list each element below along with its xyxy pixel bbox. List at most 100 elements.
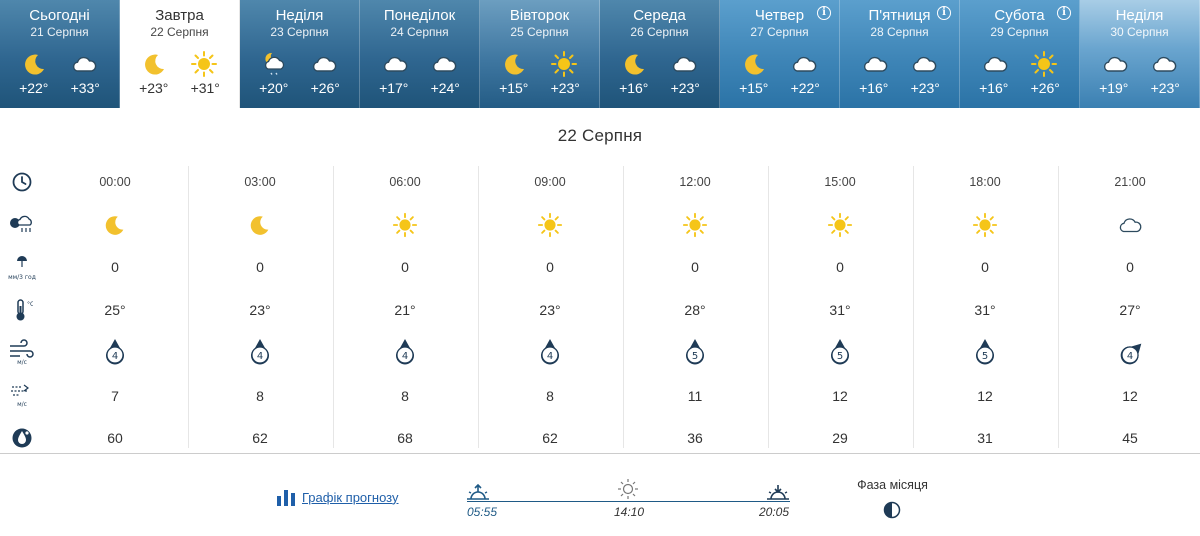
day-min-temp: +17° <box>379 80 409 96</box>
hour-precipitation: 0 <box>401 259 409 275</box>
day-max-temp: +26° <box>310 80 340 96</box>
day-min-temp: +16° <box>859 80 889 96</box>
day-tab-date: 25 Серпня <box>510 25 569 39</box>
hour-wind: 5 <box>768 337 912 367</box>
svg-text:4: 4 <box>402 351 408 362</box>
day-tab-name: Сьогодні <box>29 7 90 24</box>
hour-temperature: 23° <box>249 302 271 318</box>
cloud-icon <box>1117 212 1143 238</box>
hour-precipitation: 0 <box>546 259 554 275</box>
hour-weather-icon <box>188 210 332 240</box>
forecast-graph-link[interactable]: Графік прогнозу <box>276 488 398 506</box>
day-max-temp: +31° <box>190 80 220 96</box>
hour-time: 06:00 <box>389 175 421 189</box>
hour-wind: 4 <box>333 337 477 367</box>
sun-icon <box>392 212 418 238</box>
hour-wind: 5 <box>623 337 767 367</box>
svg-text:4: 4 <box>112 351 118 362</box>
day-tab[interactable]: Сьогодні 21 Серпня +22° +33° <box>0 0 120 108</box>
hour-temperature: 31° <box>829 302 851 318</box>
solar-noon-time: 14:10 <box>614 505 645 519</box>
moon-icon <box>21 50 49 78</box>
day-min-temp: +15° <box>499 80 529 96</box>
hour-precipitation: 0 <box>981 259 989 275</box>
day-tab-icons <box>120 48 239 80</box>
sun-icon <box>972 212 998 238</box>
day-tab[interactable]: Четвер 27 Серпня i +15° +22° <box>720 0 840 108</box>
day-tab[interactable]: Неділя 30 Серпня +19° +23° <box>1080 0 1200 108</box>
gust-icon: м/с <box>8 380 36 408</box>
day-max-temp: +23° <box>910 80 940 96</box>
hour-humidity: 62 <box>542 430 558 446</box>
cloud-icon <box>861 50 889 78</box>
svg-text:4: 4 <box>1127 351 1133 362</box>
wind-direction-icon: 5 <box>682 337 708 367</box>
hour-precipitation: 0 <box>836 259 844 275</box>
sun-icon <box>827 212 853 238</box>
hour-time: 12:00 <box>679 175 711 189</box>
forecast-graph-label: Графік прогнозу <box>302 489 399 505</box>
day-tab-temps: +16° +26° <box>960 80 1079 96</box>
hour-weather-icon <box>43 210 187 240</box>
hour-wind: 4 <box>43 337 187 367</box>
weather-condition-icon <box>8 210 36 238</box>
day-tab-name: Субота <box>994 7 1045 24</box>
moon-icon <box>741 50 769 78</box>
wind-icon: м/с <box>8 338 36 366</box>
info-icon[interactable]: i <box>1057 6 1071 20</box>
hour-temperature: 25° <box>104 302 126 318</box>
hour-precipitation: 0 <box>111 259 119 275</box>
hour-wind-gust: 8 <box>546 388 554 404</box>
wind-direction-icon: 5 <box>827 337 853 367</box>
hour-precipitation: 0 <box>256 259 264 275</box>
day-tab-icons <box>0 48 119 80</box>
info-icon[interactable]: i <box>817 6 831 20</box>
column-separator <box>1058 166 1059 448</box>
info-icon[interactable]: i <box>937 6 951 20</box>
svg-text:5: 5 <box>837 351 843 362</box>
day-tab-date: 21 Серпня <box>30 25 89 39</box>
hour-humidity: 36 <box>687 430 703 446</box>
wind-direction-icon: 4 <box>102 337 128 367</box>
day-tab[interactable]: Завтра 22 Серпня +23° +31° <box>120 0 240 108</box>
day-tab[interactable]: П'ятниця 28 Серпня i +16° +23° <box>840 0 960 108</box>
moon-icon <box>141 50 169 78</box>
hour-humidity: 68 <box>397 430 413 446</box>
svg-text:5: 5 <box>692 351 698 362</box>
day-tab-name: Четвер <box>754 7 805 24</box>
hour-temperature: 28° <box>684 302 706 318</box>
day-tab[interactable]: Субота 29 Серпня i +16° +26° <box>960 0 1080 108</box>
sunset-time: 20:05 <box>759 505 790 519</box>
noon-sun-icon <box>618 479 638 499</box>
wind-direction-icon: 5 <box>972 337 998 367</box>
day-tab-temps: +16° +23° <box>600 80 719 96</box>
hour-time: 21:00 <box>1114 175 1146 189</box>
day-tab-name: Середа <box>633 7 686 24</box>
day-tab[interactable]: Неділя 23 Серпня +20° +26° <box>240 0 360 108</box>
day-min-temp: +22° <box>19 80 49 96</box>
hour-time: 03:00 <box>244 175 276 189</box>
hour-wind-gust: 11 <box>687 388 703 404</box>
day-tabs: Сьогодні 21 Серпня +22° +33° Завтра 22 Сер… <box>0 0 1200 108</box>
cloud-icon <box>310 50 338 78</box>
sun-icon <box>550 50 578 78</box>
day-tab-date: 27 Серпня <box>750 25 809 39</box>
day-tab[interactable]: Понеділок 24 Серпня +17° +24° <box>360 0 480 108</box>
svg-text:4: 4 <box>547 351 553 362</box>
day-tab[interactable]: Вівторок 25 Серпня +15° +23° <box>480 0 600 108</box>
hour-temperature: 31° <box>974 302 996 318</box>
day-tab[interactable]: Середа 26 Серпня +16° +23° <box>600 0 720 108</box>
day-tab-temps: +22° +33° <box>0 80 119 96</box>
day-tab-name: Неділя <box>1115 7 1164 24</box>
hour-weather-icon <box>1058 210 1200 240</box>
sunset-icon <box>767 485 789 500</box>
day-max-temp: +24° <box>430 80 460 96</box>
day-tab-date: 26 Серпня <box>630 25 689 39</box>
hour-humidity: 29 <box>832 430 848 446</box>
sun-icon <box>682 212 708 238</box>
day-max-temp: +23° <box>670 80 700 96</box>
humidity-icon <box>8 424 36 452</box>
day-max-temp: +33° <box>70 80 100 96</box>
column-separator <box>333 166 334 448</box>
day-tab-name: Неділя <box>275 7 324 24</box>
